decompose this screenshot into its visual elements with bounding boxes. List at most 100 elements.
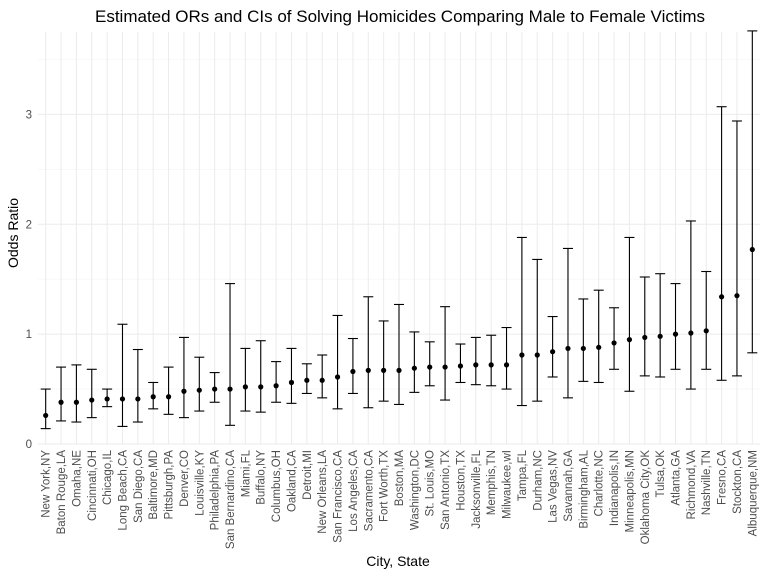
error-bar [593,289,604,384]
error-bar [225,283,236,426]
x-tick-label: Boston,MA [394,450,406,507]
estimate-point [580,345,586,352]
x-tick-label: New Orleans,LA [317,450,329,534]
x-tick-label: Indianapolis,IN [609,450,621,526]
error-bar [117,323,128,427]
x-tick-label: Buffalo,NY [256,450,268,505]
error-bar [747,30,758,354]
x-tick-label: Houston,TX [455,450,467,511]
x-tick-label: Los Angeles,CA [348,450,360,532]
error-bar [178,336,189,419]
estimate-point [89,397,95,403]
estimate-point [104,396,110,402]
estimate-point [288,379,295,386]
error-bar [301,363,312,395]
error-bar [424,341,435,387]
estimate-point [550,349,556,355]
x-tick-label: San Antonio,TX [440,450,452,530]
error-bar [332,314,343,410]
x-tick-label: Columbus,OH [271,450,283,522]
x-tick-label: Louisville,KY [194,450,206,516]
estimate-point [718,294,725,300]
x-tick-label: Philadelphia,PA [210,450,222,531]
estimate-point [734,293,740,299]
x-tick-label: Denver,CO [179,450,191,507]
x-tick-label: St. Louis,MO [425,450,437,517]
x-tick-label: Tampa,FL [517,449,529,501]
error-bar [455,343,466,384]
x-tick-label: Birmingham,AL [578,449,590,528]
x-tick-label: Charlotte,NC [594,450,606,516]
x-tick-label: Jacksonville,FL [471,449,483,528]
y-tick-label: 3 [26,109,32,121]
estimate-point [381,367,387,373]
error-bar [378,320,389,402]
estimate-point [119,396,126,402]
estimate-point [242,384,248,390]
error-bar [624,236,635,392]
estimate-point [258,384,264,390]
estimate-point [135,396,141,402]
error-bar [209,372,220,403]
error-bar [86,368,97,419]
x-tick-label: San Diego,CA [133,450,145,523]
estimate-point [365,367,371,373]
error-bar [731,120,742,377]
error-bar [347,337,358,395]
x-tick-label: Milwaukee,wI [502,450,514,519]
x-tick-label: Detroit,MI [302,450,314,500]
estimate-point [534,352,540,358]
error-bar [317,354,328,399]
error-bar [409,331,420,393]
x-tick-label: San Bernardino,CA [225,450,237,549]
x-tick-label: New York,NY [41,450,53,518]
estimate-point [396,367,402,373]
estimate-point [43,412,49,419]
x-tick-label: Memphis,TN [486,450,498,515]
chart-title: Estimated ORs and CIs of Solving Homicid… [95,7,705,26]
estimate-point [427,364,433,370]
error-bar [701,270,712,370]
error-bar [255,340,266,413]
estimate-point [411,365,417,371]
error-bar [132,348,143,423]
x-tick-label: Albuquerque,NM [747,450,759,536]
x-tick-label: Pittsburgh,PA [164,450,176,520]
x-axis-title: City, State [366,553,430,569]
x-tick-label: Minneapolis,MN [624,450,636,532]
estimate-point [596,344,602,350]
estimate-point [703,328,709,334]
error-bar [363,296,374,409]
estimate-point [657,333,663,339]
estimate-point [688,330,694,336]
estimate-point [503,362,510,368]
x-tick-label: Sacramento,CA [363,450,375,532]
error-bar [240,347,251,412]
x-tick-label: Nashville,TN [701,450,713,515]
error-bar [148,381,159,410]
estimate-point [442,364,448,370]
x-tick-label: San Francisco,CA [333,450,345,543]
error-bar [578,298,589,382]
estimate-point [227,386,233,392]
x-tick-label: Tulsa,OK [655,450,667,498]
error-bar [609,307,620,370]
x-tick-label: Washington,DC [409,450,421,530]
estimate-point [150,394,156,400]
x-tick-label: Long Beach,CA [117,450,129,531]
error-bar [716,106,727,381]
x-tick-label: Fort Worth,TX [379,450,391,522]
error-bar [562,247,573,399]
x-tick-label: Stockton,CA [732,450,744,514]
estimate-point [319,377,325,383]
y-tick-label: 0 [26,439,32,451]
estimate-point [196,387,202,393]
error-bar [516,236,527,407]
y-axis-title: Odds Ratio [5,198,21,268]
x-tick-label: Fresno,CA [717,450,729,505]
estimate-point [473,362,479,368]
estimate-point [334,374,341,380]
error-bar [639,276,650,377]
estimate-point [350,368,356,375]
estimate-point [642,334,648,341]
